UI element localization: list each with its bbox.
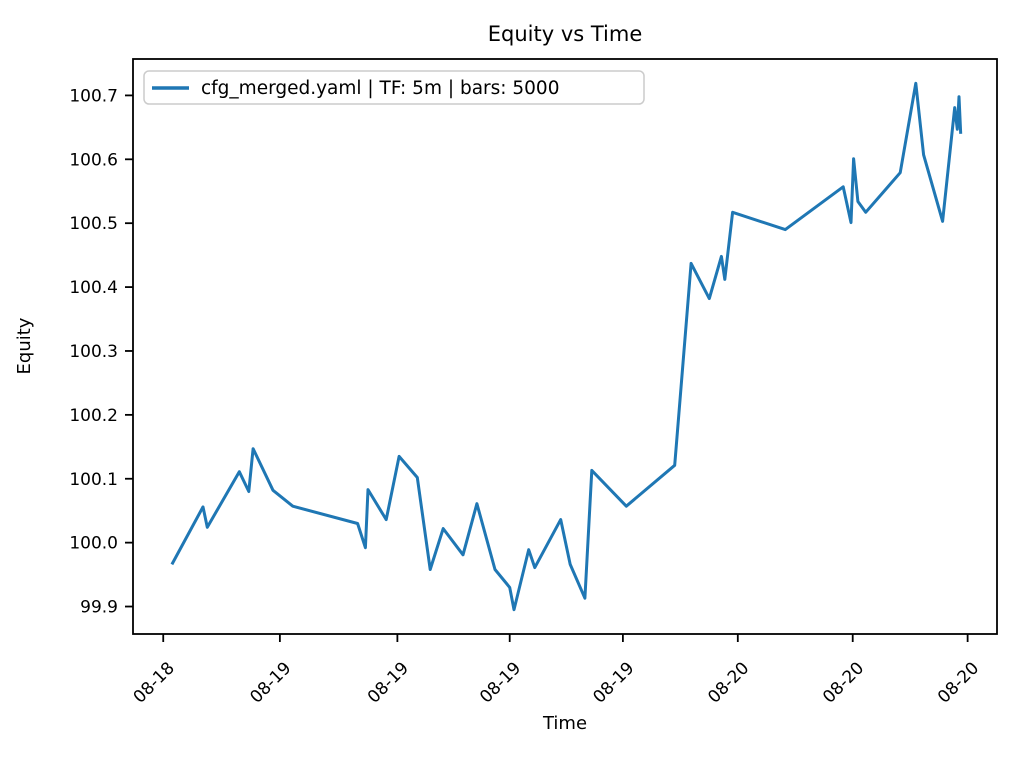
y-tick-label: 99.9	[80, 598, 118, 618]
x-tick-label: 08-20	[934, 658, 983, 707]
legend-entry-label: cfg_merged.yaml | TF: 5m | bars: 5000	[201, 78, 559, 99]
x-tick-label: 08-20	[704, 658, 753, 707]
x-axis-ticks: 08-18 08-19 08-19 08-19 08-19 08-20 08-20 08-20	[130, 634, 983, 707]
x-axis-label: Time	[542, 713, 587, 734]
y-tick-label: 100.5	[69, 214, 118, 234]
y-tick-label: 100.4	[69, 278, 118, 298]
plot-frame	[132, 58, 998, 635]
y-tick-label: 100.6	[69, 150, 118, 170]
legend: cfg_merged.yaml | TF: 5m | bars: 5000	[143, 70, 645, 105]
legend-box	[143, 70, 645, 105]
x-tick-label: 08-19	[364, 658, 413, 707]
x-tick-label: 08-18	[130, 658, 179, 707]
y-tick-label: 100.0	[69, 534, 118, 554]
y-axis-ticks: 99.9 100.0 100.1 100.2 100.3 100.4 100.5 100.6 1…	[69, 86, 133, 618]
x-tick-label: 08-20	[819, 658, 868, 707]
x-tick-label: 08-19	[476, 658, 525, 707]
y-axis-label: Equity	[14, 317, 35, 374]
chart-title: Equity vs Time	[488, 22, 643, 46]
y-tick-label: 100.7	[69, 86, 118, 106]
y-tick-label: 100.2	[69, 406, 118, 426]
y-tick-label: 100.3	[69, 342, 118, 362]
x-tick-label: 08-19	[589, 658, 638, 707]
y-tick-label: 100.1	[69, 470, 118, 490]
equity-line-series	[170, 81, 963, 612]
x-tick-label: 08-19	[246, 658, 295, 707]
